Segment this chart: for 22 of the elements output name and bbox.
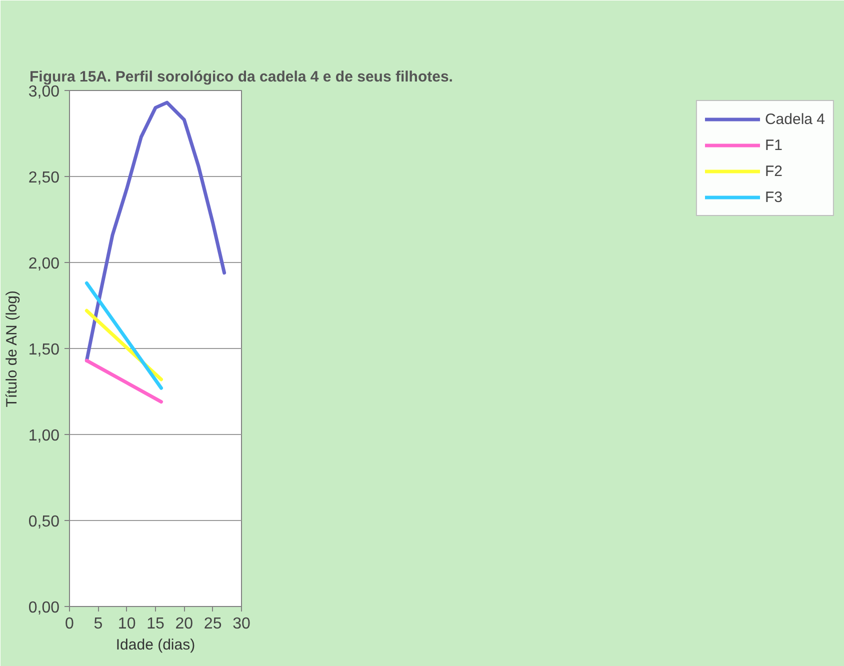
chart-title: Figura 15A. Perfil sorológico da cadela 4 e de seus filhotes. [30, 68, 453, 86]
y-tick-label: 2,50 [28, 170, 60, 186]
x-tick-label: 0 [65, 616, 74, 632]
x-tick-label: 5 [94, 616, 103, 632]
x-tick-label: 15 [146, 616, 164, 632]
y-tick-label: 0,50 [28, 514, 60, 530]
y-tick-label: 3,00 [28, 84, 60, 100]
legend-label: F2 [764, 162, 784, 180]
line-series [84, 100, 226, 362]
y-tick-label: 2,00 [28, 256, 60, 272]
x-axis-title: Idade (dias) [116, 636, 196, 654]
x-tick-label: 20 [175, 616, 194, 632]
x-tick-label: 10 [118, 616, 136, 632]
legend-label: F1 [764, 136, 784, 154]
y-axis-title: Título de AN (log) [3, 290, 20, 408]
legend-label: F3 [764, 188, 784, 206]
legend-label: Cadela 4 [764, 110, 825, 128]
y-tick-label: 1,00 [28, 428, 60, 444]
x-tick-label: 25 [204, 616, 222, 632]
x-tick-label: 30 [232, 616, 250, 632]
y-tick-label: 1,50 [28, 342, 60, 358]
y-tick-label: 0,00 [28, 600, 60, 616]
